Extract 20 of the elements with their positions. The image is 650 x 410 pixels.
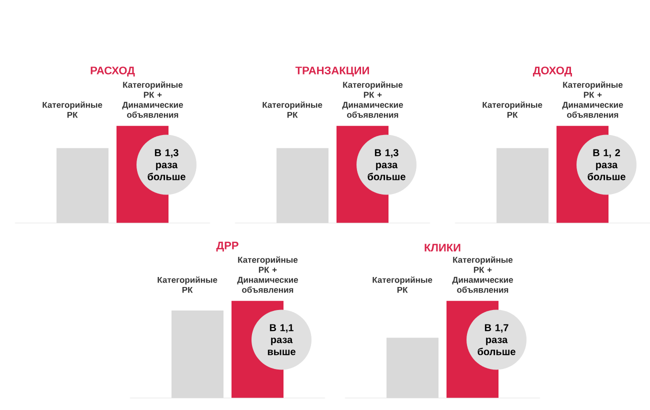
x-tick-label: Категорийные РК + Динамические объявления (342, 81, 403, 118)
annotation: В 1,1 раза выше (268, 324, 296, 356)
annotation: В 1,7 раза больше (478, 324, 516, 356)
chart-title: ДОХОД (532, 66, 572, 76)
x-tick-label: Категорийные РК (482, 101, 542, 118)
x-tick-label: Категорийные РК (42, 101, 102, 118)
x-tick-label: Категорийные РК (262, 101, 322, 118)
annotation: В 1, 2 раза больше (588, 149, 626, 180)
x-tick-label: Категорийные РК + Динамические объявления (452, 256, 513, 293)
x-tick-label: Категорийные РК + Динамические объявления (122, 81, 183, 118)
chart-title: ТРАНЗАКЦИИ (295, 66, 369, 76)
chart-title: РАСХОД (90, 66, 135, 76)
annotation: В 1,3 раза больше (368, 149, 406, 180)
x-tick-label: Категорийные РК + Динамические объявления (237, 256, 298, 293)
x-tick-label: Категорийные РК (158, 276, 218, 293)
annotation: В 1,3 раза больше (148, 149, 186, 180)
x-tick-label: Категорийные РК (372, 276, 432, 293)
chart-title: ДРР (216, 242, 238, 252)
x-tick-label: Категорийные РК + Динамические объявления (562, 81, 623, 118)
chart-title: КЛИКИ (424, 244, 460, 252)
